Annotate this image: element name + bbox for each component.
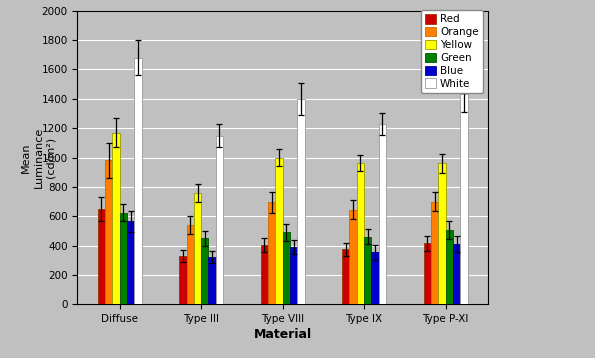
X-axis label: Material: Material xyxy=(253,328,312,341)
Bar xyxy=(357,163,364,304)
Bar xyxy=(194,193,201,304)
Bar xyxy=(186,225,194,304)
Bar xyxy=(453,244,460,304)
Bar xyxy=(127,221,134,304)
Bar xyxy=(424,243,431,304)
Y-axis label: Mean
Luminance
(cd/m²): Mean Luminance (cd/m²) xyxy=(21,127,56,188)
Bar xyxy=(371,252,379,304)
Legend: Red, Orange, Yellow, Green, Blue, White: Red, Orange, Yellow, Green, Blue, White xyxy=(421,10,483,93)
Bar xyxy=(298,99,305,304)
Bar xyxy=(349,210,357,304)
Bar xyxy=(275,158,283,304)
Bar xyxy=(431,202,438,304)
Bar xyxy=(268,202,275,304)
Bar xyxy=(379,124,386,304)
Bar xyxy=(216,135,223,304)
Bar xyxy=(179,256,186,304)
Bar xyxy=(342,249,349,304)
Bar xyxy=(105,160,112,304)
Bar xyxy=(134,58,142,304)
Bar xyxy=(290,247,298,304)
Bar xyxy=(98,209,105,304)
Bar xyxy=(283,232,290,304)
Bar xyxy=(120,213,127,304)
Bar xyxy=(460,95,468,304)
Bar xyxy=(364,237,371,304)
Bar xyxy=(261,245,268,304)
Bar xyxy=(112,132,120,304)
Bar xyxy=(446,230,453,304)
Bar xyxy=(208,257,216,304)
Bar xyxy=(438,163,446,304)
Bar xyxy=(201,238,208,304)
